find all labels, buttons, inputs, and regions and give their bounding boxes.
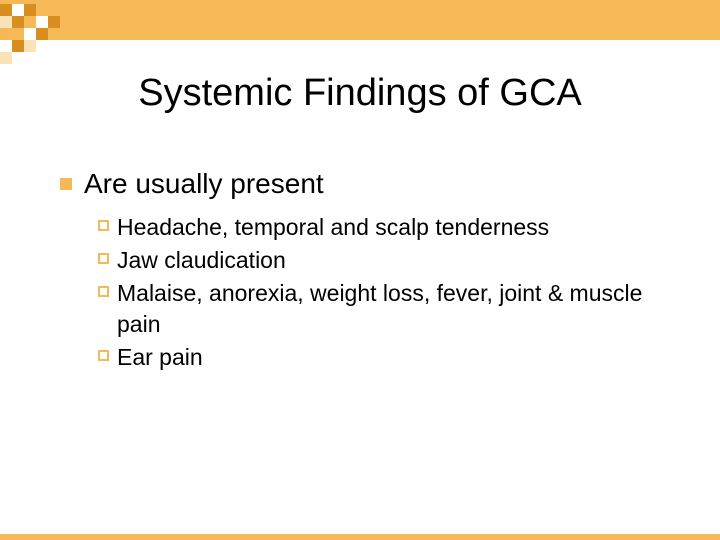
bullet-level2-text: Headache, temporal and scalp tenderness [117, 212, 549, 243]
pixel-square [12, 40, 24, 52]
bullet-level2-item: Headache, temporal and scalp tenderness [98, 212, 680, 243]
pixel-square [24, 4, 36, 16]
pixel-square [0, 52, 12, 64]
bullet-hollow-square-icon [98, 253, 109, 264]
slide-content: Are usually present Headache, temporal a… [60, 168, 680, 375]
pixel-square [48, 16, 60, 28]
bullet-level2-text: Malaise, anorexia, weight loss, fever, j… [117, 278, 680, 340]
pixel-square [36, 28, 48, 40]
bullet-hollow-square-icon [98, 350, 109, 361]
bullet-level2-text: Ear pain [117, 342, 203, 373]
pixel-square [12, 16, 24, 28]
bullet-hollow-square-icon [98, 286, 109, 297]
slide-title: Systemic Findings of GCA [0, 72, 720, 115]
bullet-filled-square-icon [60, 178, 72, 190]
bullet-hollow-square-icon [98, 220, 109, 231]
bullet-level2-item: Jaw claudication [98, 245, 680, 276]
pixel-square [0, 16, 12, 28]
bullet-level2-item: Ear pain [98, 342, 680, 373]
pixel-square [12, 4, 24, 16]
pixel-square [36, 16, 48, 28]
pixel-square [24, 28, 36, 40]
pixel-square [0, 4, 12, 16]
bullet-level2-group: Headache, temporal and scalp tenderness … [98, 212, 680, 373]
bullet-level1: Are usually present [60, 168, 680, 200]
bullet-level1-text: Are usually present [84, 168, 324, 200]
bullet-level2-item: Malaise, anorexia, weight loss, fever, j… [98, 278, 680, 340]
pixel-square [24, 40, 36, 52]
bullet-level2-text: Jaw claudication [117, 245, 286, 276]
top-accent-strip [0, 0, 720, 40]
bottom-accent-bar [0, 534, 720, 540]
